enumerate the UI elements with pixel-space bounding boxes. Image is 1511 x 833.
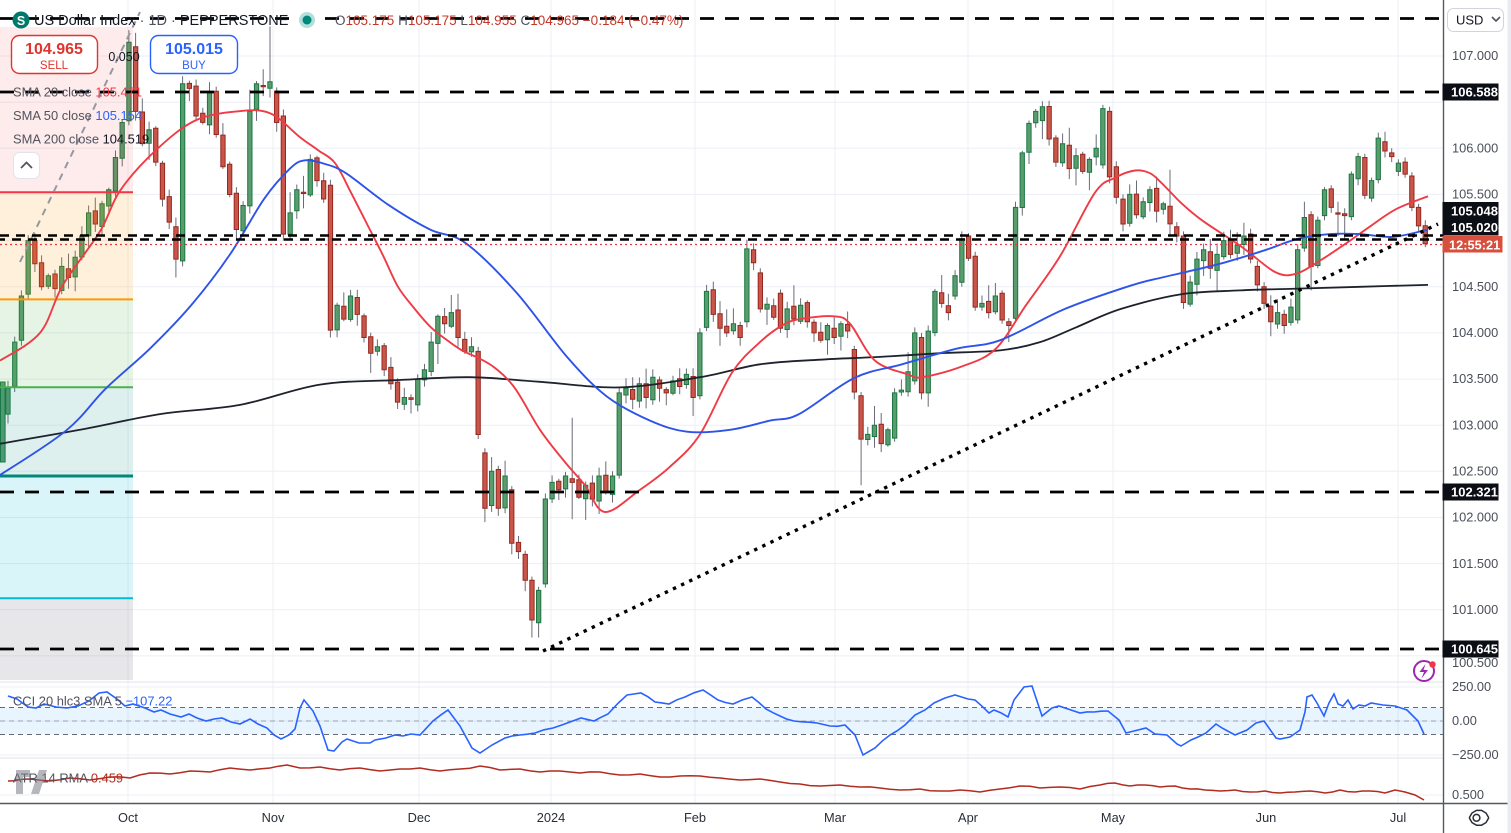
svg-text:SMA 200 close 104.519: SMA 200 close 104.519 — [13, 132, 149, 147]
svg-text:104.965: 104.965 — [25, 41, 83, 58]
svg-text:SELL: SELL — [40, 60, 69, 72]
svg-text:Nov: Nov — [262, 810, 285, 825]
svg-text:105.048: 105.048 — [1451, 204, 1498, 219]
svg-text:101.000: 101.000 — [1452, 602, 1498, 617]
svg-text:105.020: 105.020 — [1451, 220, 1498, 235]
svg-text:102.500: 102.500 — [1452, 464, 1498, 479]
svg-text:S: S — [17, 14, 25, 28]
svg-text:12:55:21: 12:55:21 — [1449, 238, 1500, 253]
svg-text:0.00: 0.00 — [1452, 713, 1477, 728]
svg-text:102.321: 102.321 — [1451, 485, 1498, 500]
svg-text:103.000: 103.000 — [1452, 417, 1498, 432]
svg-text:105.500: 105.500 — [1452, 187, 1498, 202]
svg-text:SMA 50 close 105.154: SMA 50 close 105.154 — [13, 108, 142, 123]
svg-text:Jul: Jul — [1390, 810, 1406, 825]
svg-text:SMA 20 close 105.471: SMA 20 close 105.471 — [13, 85, 142, 100]
svg-text:100.500: 100.500 — [1452, 655, 1498, 670]
svg-text:−250.00: −250.00 — [1452, 747, 1499, 762]
svg-text:107.000: 107.000 — [1452, 48, 1498, 63]
svg-text:Mar: Mar — [824, 810, 847, 825]
svg-text:106.000: 106.000 — [1452, 141, 1498, 156]
svg-text:0.500: 0.500 — [1452, 787, 1484, 802]
svg-text:USD: USD — [1456, 13, 1483, 28]
svg-text:Oct: Oct — [118, 810, 138, 825]
svg-text:106.588: 106.588 — [1451, 85, 1498, 100]
svg-text:105.015: 105.015 — [165, 41, 223, 58]
svg-text:100.645: 100.645 — [1451, 642, 1498, 657]
svg-text:Dec: Dec — [408, 810, 431, 825]
svg-text:250.00: 250.00 — [1452, 679, 1491, 694]
svg-text:104.500: 104.500 — [1452, 279, 1498, 294]
svg-text:BUY: BUY — [182, 60, 206, 72]
svg-text:CCI 20 hlc3 SMA 5 −107.22: CCI 20 hlc3 SMA 5 −107.22 — [13, 694, 172, 709]
svg-text:0.050: 0.050 — [108, 50, 139, 64]
svg-text:101.500: 101.500 — [1452, 556, 1498, 571]
svg-text:May: May — [1101, 810, 1126, 825]
svg-text:Jun: Jun — [1256, 810, 1277, 825]
svg-text:O105.175 H105.175 L104.955 C10: O105.175 H105.175 L104.955 C104.965 −0.1… — [335, 13, 683, 28]
svg-text:Feb: Feb — [684, 810, 706, 825]
svg-text:104.000: 104.000 — [1452, 325, 1498, 340]
svg-text:Apr: Apr — [958, 810, 979, 825]
svg-text:2024: 2024 — [537, 810, 565, 825]
svg-text:103.500: 103.500 — [1452, 371, 1498, 386]
svg-text:102.000: 102.000 — [1452, 510, 1498, 525]
svg-text:US Dollar Index · 1D · PEPPERS: US Dollar Index · 1D · PEPPERSTONE — [34, 13, 289, 29]
